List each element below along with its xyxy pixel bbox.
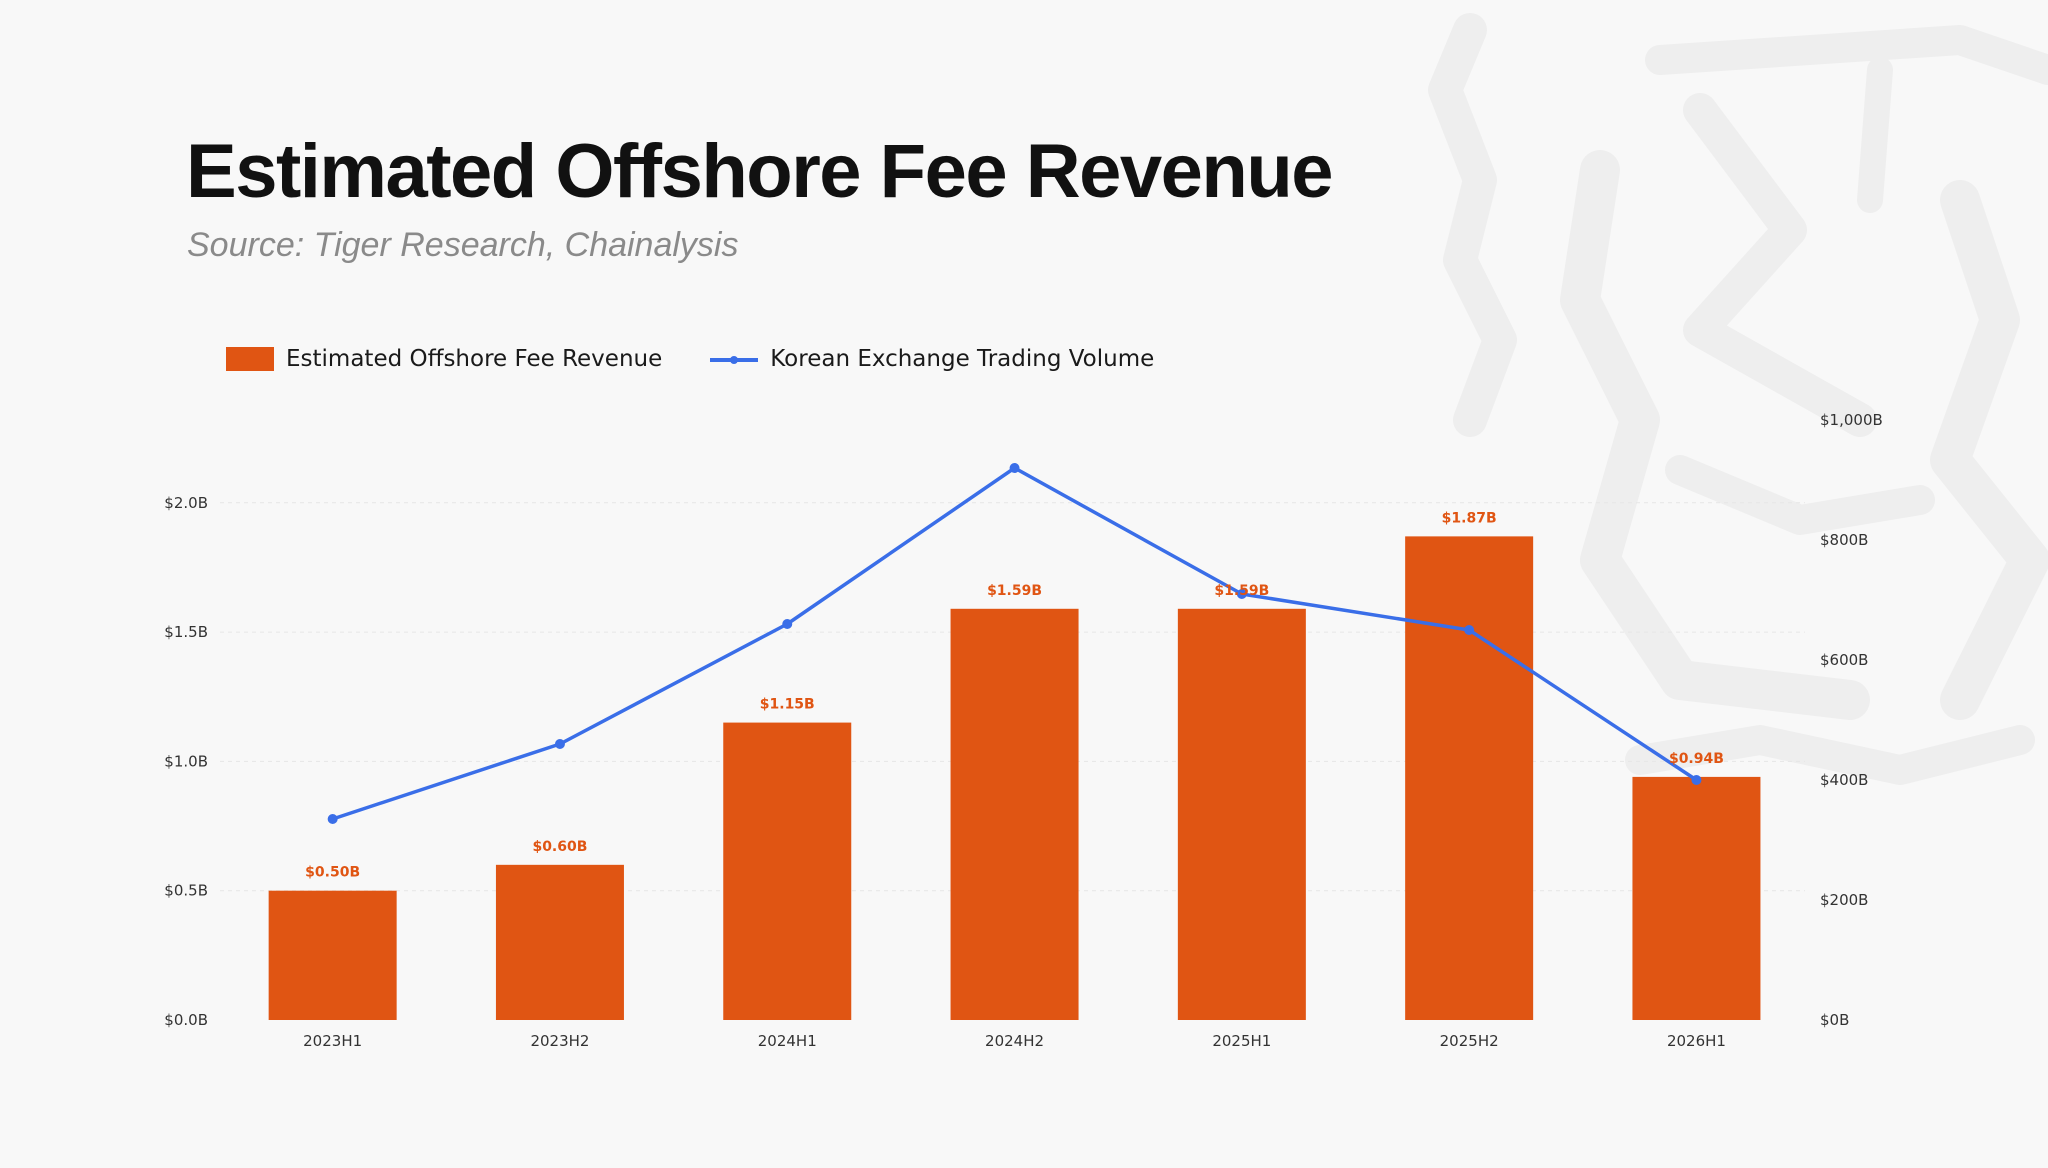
bar	[268, 890, 397, 1020]
bar-data-labels: $0.50B $0.60B $1.15B $1.59B $1.59B $1.87B $0.9…	[305, 510, 1724, 880]
x-tick-label: 2025H1	[1212, 1032, 1271, 1050]
bar-data-label: $0.50B	[305, 865, 360, 881]
x-tick-label: 2024H1	[758, 1032, 817, 1050]
x-tick-label: 2024H2	[985, 1032, 1044, 1050]
legend-item-bar: Estimated Offshore Fee Revenue	[226, 346, 662, 372]
line-point	[1236, 589, 1247, 599]
y-tick-label-left: $0.5B	[164, 882, 208, 900]
x-axis: 2023H1 2023H2 2024H1 2024H2 2025H1 2025H2 2026…	[303, 1032, 1726, 1050]
bar	[1405, 536, 1534, 1020]
y-tick-label-left: $1.5B	[164, 623, 208, 641]
x-tick-label: 2023H2	[530, 1032, 589, 1050]
line-point	[1691, 775, 1702, 785]
y-tick-label-right: $1,000B	[1820, 411, 1883, 429]
line-point	[782, 619, 793, 629]
y-tick-label-right: $200B	[1820, 891, 1868, 909]
y-axis-left: $0.0B $0.5B $1.0B $1.5B $2.0B	[164, 494, 208, 1029]
y-tick-label-left: $1.0B	[164, 752, 208, 770]
bar	[723, 722, 852, 1020]
bar	[950, 608, 1079, 1020]
bar-data-label: $1.15B	[760, 697, 815, 713]
bar-data-label: $1.59B	[1214, 583, 1269, 599]
legend-item-line: Korean Exchange Trading Volume	[710, 346, 1154, 372]
chart-subtitle: Source: Tiger Research, Chainalysis	[187, 226, 739, 264]
legend-label-bar: Estimated Offshore Fee Revenue	[286, 346, 663, 372]
line-point	[1464, 625, 1475, 635]
x-tick-label: 2023H1	[303, 1032, 362, 1050]
x-tick-label: 2025H2	[1440, 1032, 1499, 1050]
y-tick-label-right: $0B	[1820, 1011, 1849, 1029]
y-tick-label-right: $600B	[1820, 651, 1868, 669]
line-point	[327, 814, 338, 824]
bar-series	[268, 536, 1761, 1020]
bar-data-label: $1.87B	[1442, 510, 1497, 526]
y-axis-right: $0B $200B $400B $600B $800B $1,000B	[1820, 411, 1883, 1029]
bar-data-label: $0.60B	[532, 839, 587, 855]
bar-data-label: $1.59B	[987, 583, 1042, 599]
chart-legend: Estimated Offshore Fee Revenue Korean Ex…	[226, 346, 1202, 372]
legend-swatch-bar	[226, 347, 274, 371]
y-tick-label-right: $800B	[1820, 531, 1868, 549]
line-point	[1009, 463, 1020, 473]
legend-label-line: Korean Exchange Trading Volume	[770, 346, 1155, 372]
bar	[1177, 608, 1306, 1020]
chart-title: Estimated Offshore Fee Revenue	[186, 129, 1334, 214]
line-point	[554, 739, 565, 749]
line-series	[327, 463, 1702, 824]
bar	[495, 864, 624, 1020]
y-tick-label-right: $400B	[1820, 771, 1868, 789]
bar	[1632, 776, 1761, 1020]
legend-swatch-line	[710, 347, 759, 371]
bar-data-label: $0.94B	[1669, 751, 1724, 767]
y-tick-label-left: $2.0B	[164, 494, 208, 512]
y-tick-label-left: $0.0B	[164, 1011, 208, 1029]
x-tick-label: 2026H1	[1667, 1032, 1726, 1050]
